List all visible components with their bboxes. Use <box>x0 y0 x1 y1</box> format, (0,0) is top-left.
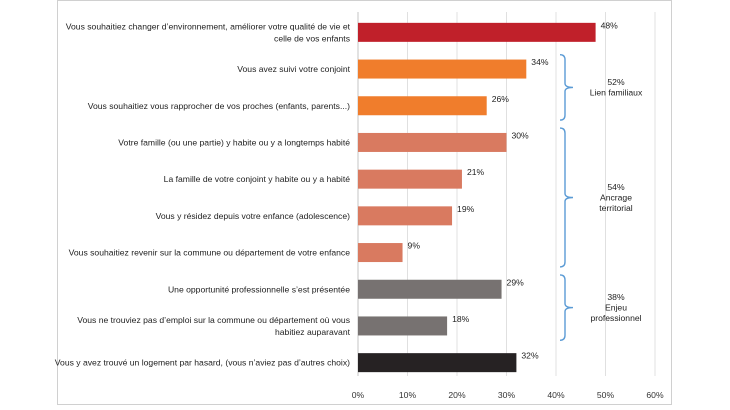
value-label-9: 32% <box>521 351 539 361</box>
bar-7 <box>358 279 502 299</box>
category-label-1: Vous avez suivi votre conjoint <box>237 64 350 74</box>
bar-6 <box>358 243 403 263</box>
category-label-4: La famille de votre conjoint y habite ou… <box>164 174 351 184</box>
value-label-6: 9% <box>408 241 421 251</box>
group-label-2-line-0: 38% <box>607 292 625 302</box>
x-tick-label-0: 0% <box>352 390 365 400</box>
bar-0 <box>358 22 596 42</box>
bar-8 <box>358 316 448 336</box>
value-label-4: 21% <box>467 167 485 177</box>
group-label-2-line-1: Enjeu <box>605 303 627 313</box>
value-label-0: 48% <box>601 20 619 30</box>
value-label-7: 29% <box>507 277 525 287</box>
x-tick-label-1: 10% <box>399 390 417 400</box>
x-tick-label-6: 60% <box>646 390 664 400</box>
x-tick-label-5: 50% <box>597 390 615 400</box>
group-label-0-line-1: Lien familiaux <box>590 88 643 98</box>
bar-2 <box>358 96 487 116</box>
group-label-2-line-2: professionnel <box>590 313 641 323</box>
x-tick-label-2: 20% <box>448 390 466 400</box>
value-label-5: 19% <box>457 204 475 214</box>
value-label-2: 26% <box>492 94 510 104</box>
bar-1 <box>358 59 527 79</box>
bar-4 <box>358 169 462 189</box>
group-bracket-1 <box>559 127 574 268</box>
group-label-1-line-2: territorial <box>599 203 633 213</box>
category-label-6: Vous souhaitiez revenir sur la commune o… <box>69 248 351 258</box>
category-label-0-line-0: Vous souhaitiez changer d’environnement,… <box>66 21 351 31</box>
value-label-1: 34% <box>531 57 549 67</box>
x-tick-label-4: 40% <box>547 390 565 400</box>
group-label-1-line-1: Ancrage <box>600 193 632 203</box>
group-bracket-2 <box>559 274 574 341</box>
value-label-3: 30% <box>512 130 530 140</box>
group-label-1-line-0: 54% <box>607 182 625 192</box>
category-label-8-line-1: habitiez auparavant <box>275 327 351 337</box>
category-label-2: Vous souhaitiez vous rapprocher de vos p… <box>88 101 350 111</box>
x-tick-label-3: 30% <box>498 390 516 400</box>
group-label-0-line-0: 52% <box>607 77 625 87</box>
category-label-0-line-1: celle de vos enfants <box>274 33 350 43</box>
category-label-3: Votre famille (ou une partie) y habite o… <box>118 137 350 147</box>
category-label-9: Vous y avez trouvé un logement par hasar… <box>55 358 350 368</box>
category-label-7: Une opportunité professionnelle s’est pr… <box>168 284 350 294</box>
value-label-8: 18% <box>452 314 470 324</box>
category-label-5: Vous y résidez depuis votre enfance (ado… <box>156 211 351 221</box>
group-bracket-0 <box>559 54 574 121</box>
bar-5 <box>358 206 453 226</box>
bar-9 <box>358 353 517 373</box>
bar-3 <box>358 132 507 152</box>
category-label-8-line-0: Vous ne trouviez pas d’emploi sur la com… <box>77 315 350 325</box>
